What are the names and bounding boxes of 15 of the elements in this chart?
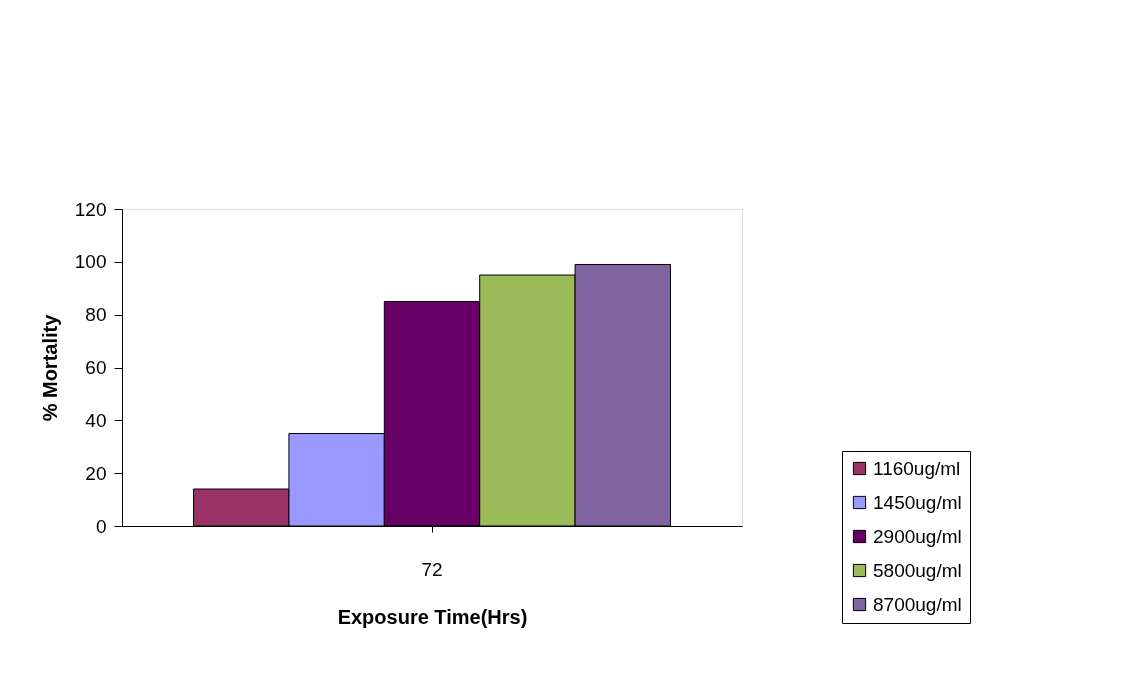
y-tick-label: 20: [85, 462, 107, 484]
legend-label: 2900ug/ml: [873, 525, 962, 547]
y-tick-label: 120: [74, 198, 107, 220]
y-tick-label: 100: [74, 251, 107, 273]
legend-label: 5800ug/ml: [873, 559, 962, 581]
y-tick-label: 0: [95, 515, 107, 537]
y-tick-label: 60: [85, 357, 107, 378]
legend-label: 1160ug/ml: [873, 457, 961, 479]
y-axis-title: % Mortality: [38, 313, 61, 422]
x-axis-title: Exposure Time(Hrs): [337, 605, 528, 628]
x-tick-label: 72: [421, 558, 443, 580]
legend-label: 8700ug/ml: [873, 593, 962, 615]
legend-label: 1450ug/ml: [873, 491, 962, 513]
y-tick-label: 40: [85, 409, 107, 431]
y-tick-label: 80: [85, 304, 107, 326]
